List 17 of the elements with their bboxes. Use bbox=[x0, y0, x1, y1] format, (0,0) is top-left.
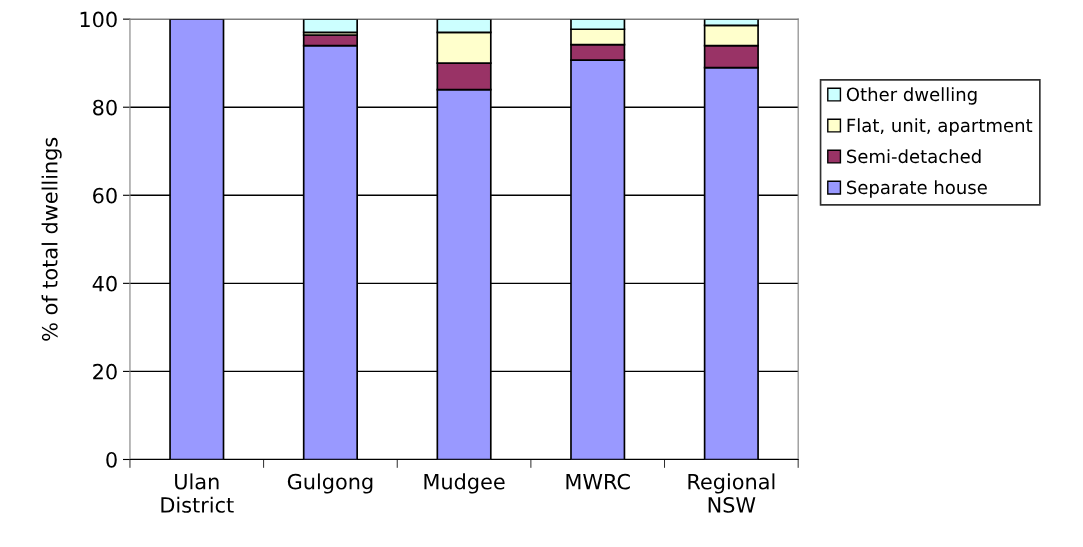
y-tick-label: 80 bbox=[93, 99, 117, 116]
x-tick-label: Ulan District bbox=[161, 473, 234, 513]
x-tick-label: Gulgong bbox=[287, 473, 373, 494]
y-tick-label: 20 bbox=[93, 363, 117, 380]
legend-label: Separate house bbox=[847, 180, 987, 198]
legend-label: Flat, unit, apartment bbox=[847, 118, 1033, 136]
y-tick-label: 0 bbox=[106, 451, 117, 468]
x-tick-label: MWRC bbox=[566, 473, 630, 490]
y-tick-label: 40 bbox=[92, 275, 117, 292]
x-tick-label: Regional NSW bbox=[688, 473, 775, 513]
bar bbox=[302, 19, 358, 34]
y-tick-label: 100 bbox=[80, 11, 117, 28]
x-tick-label: Mudgee bbox=[424, 473, 505, 494]
legend-label: Semi-detached bbox=[847, 149, 981, 164]
y-tick-label: 60 bbox=[93, 187, 117, 204]
legend-label: Other dwelling bbox=[846, 87, 977, 105]
y-axis-title: % of total dwellings bbox=[41, 137, 62, 341]
